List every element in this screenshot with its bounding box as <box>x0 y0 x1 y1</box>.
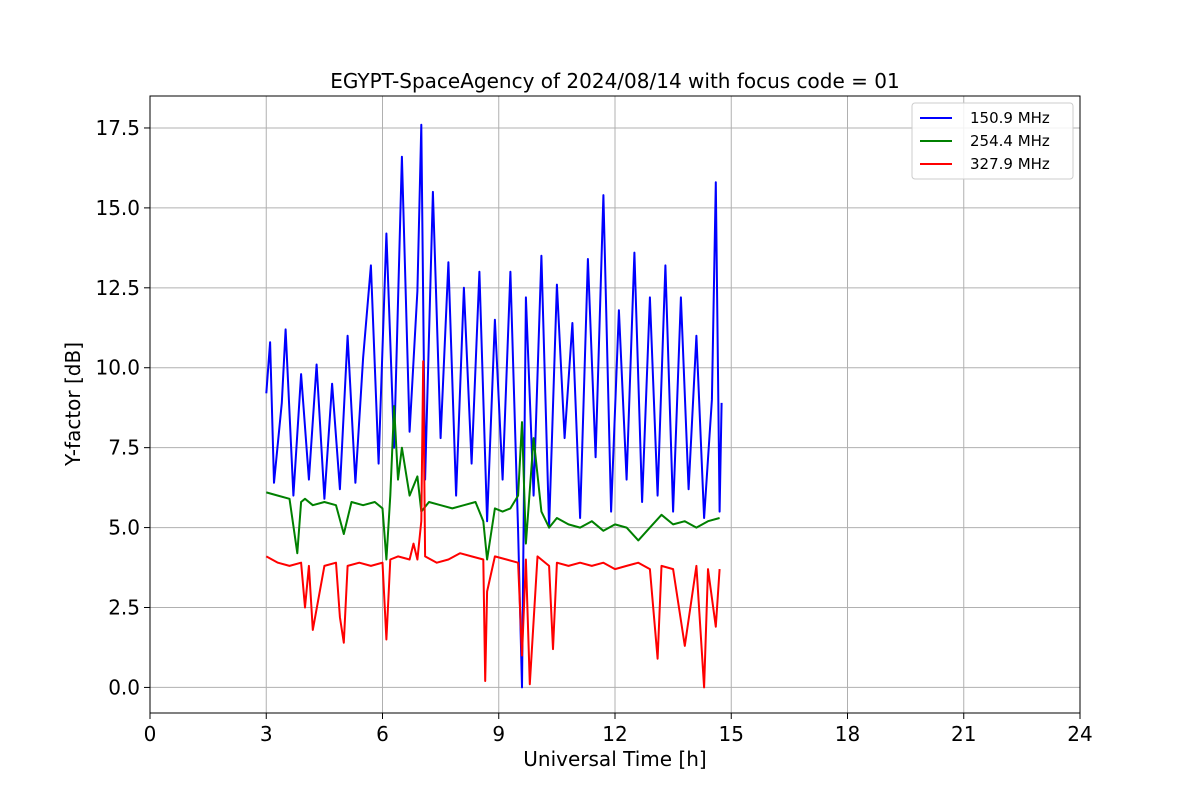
y-axis-label: Y-factor [dB] <box>61 342 85 467</box>
y-tick-label: 5.0 <box>108 516 140 540</box>
y-tick-label: 2.5 <box>108 596 140 620</box>
x-tick-label: 6 <box>376 722 389 746</box>
x-tick-label: 24 <box>1067 722 1092 746</box>
y-tick-label: 10.0 <box>95 356 140 380</box>
y-tick-label: 7.5 <box>108 436 140 460</box>
y-tick-label: 17.5 <box>95 116 140 140</box>
x-tick-label: 0 <box>144 722 157 746</box>
axis-ticks: 0 3 6 9 12 15 18 21 24 0.0 2.5 5.0 7.5 10.0 12.5 15.0 17… <box>95 116 1092 746</box>
legend-label-150-9: 150.9 MHz <box>970 109 1050 127</box>
x-tick-label: 15 <box>719 722 744 746</box>
legend-label-254-4: 254.4 MHz <box>970 132 1050 150</box>
plot-series <box>265 123 723 689</box>
legend: 150.9 MHz 254.4 MHz 327.9 MHz <box>911 102 1074 180</box>
legend-box <box>911 102 1074 180</box>
x-axis-label: Universal Time [h] <box>523 747 706 771</box>
x-tick-label: 21 <box>951 722 976 746</box>
x-tick-label: 18 <box>835 722 860 746</box>
x-tick-label: 3 <box>260 722 273 746</box>
x-tick-label: 12 <box>602 722 627 746</box>
series-line-2 <box>265 360 721 689</box>
y-tick-label: 12.5 <box>95 276 140 300</box>
chart-title: EGYPT-SpaceAgency of 2024/08/14 with foc… <box>330 69 899 93</box>
series-line-1 <box>266 405 720 561</box>
y-tick-label: 0.0 <box>108 675 140 699</box>
legend-label-327-9: 327.9 MHz <box>970 155 1050 173</box>
x-tick-label: 9 <box>492 722 505 746</box>
y-tick-label: 15.0 <box>95 196 140 220</box>
series-line-0 <box>265 123 723 689</box>
